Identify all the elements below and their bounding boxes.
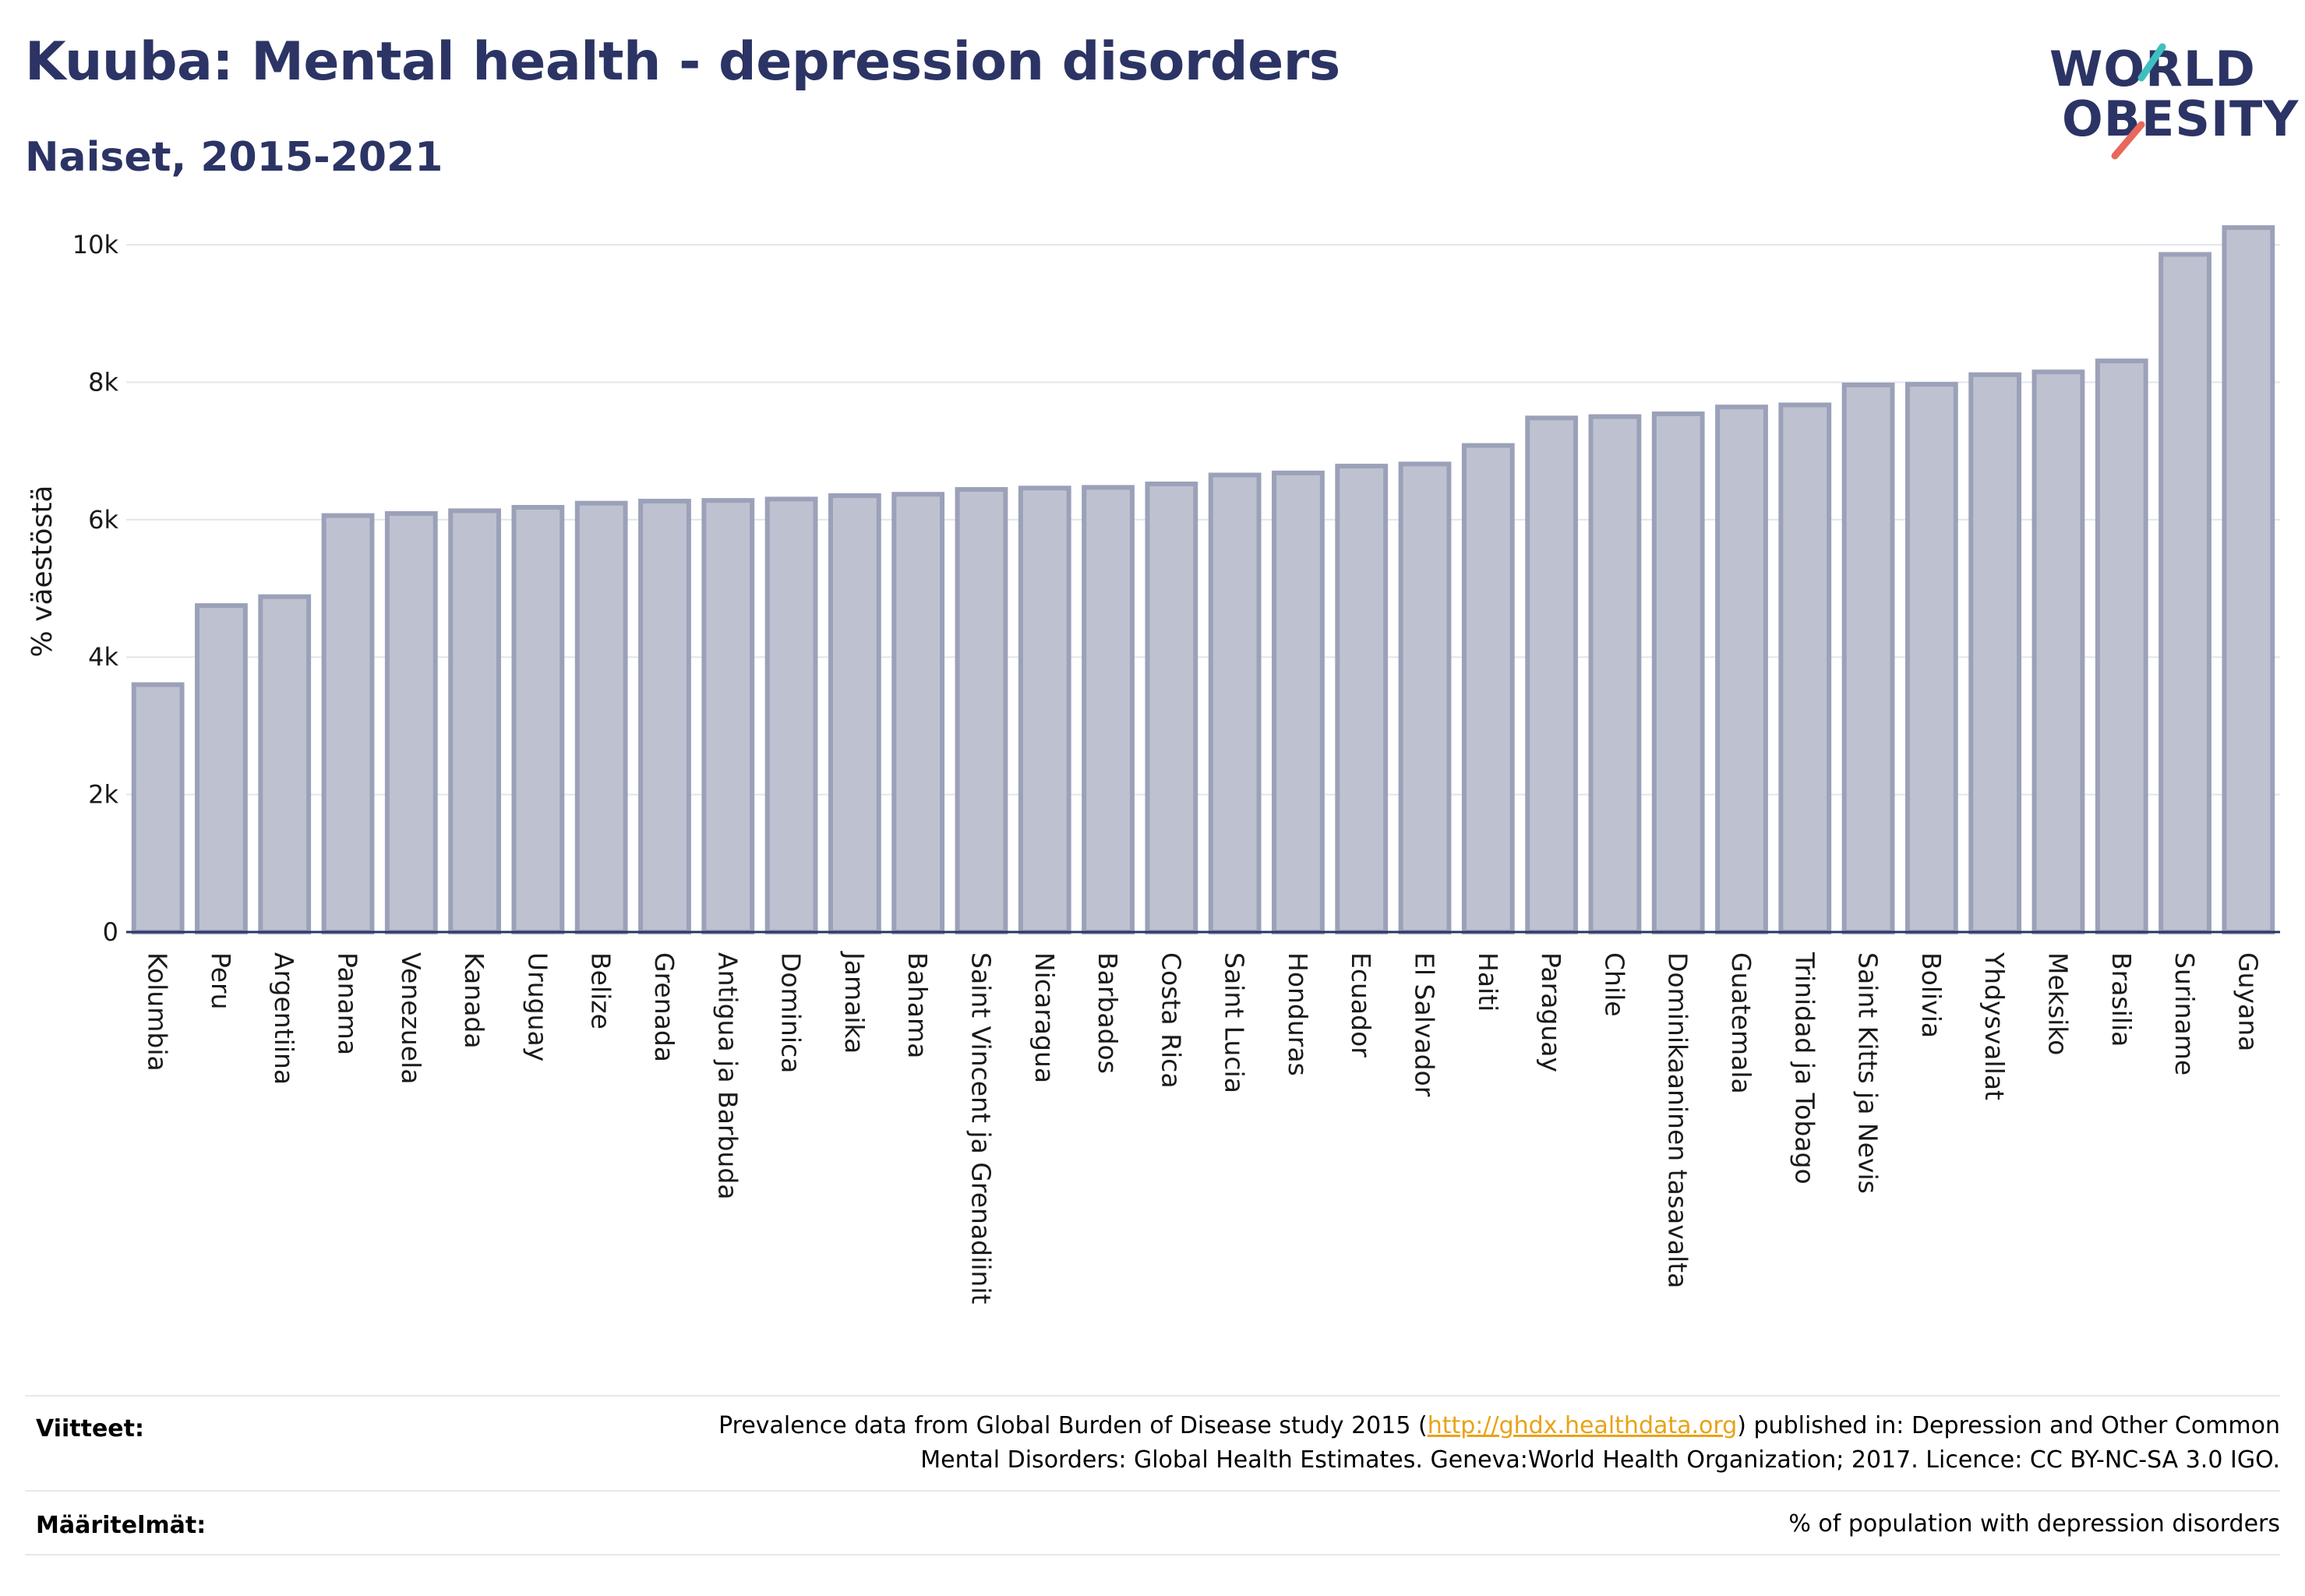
x-tick-label: Argentiina (269, 952, 299, 1085)
world-obesity-logo: WORLD OBESITY (2034, 31, 2298, 164)
x-tick-label: El Salvador (1410, 952, 1440, 1097)
bar (1272, 470, 1325, 934)
bar (1651, 411, 1705, 934)
y-tick-label: 0 (103, 917, 118, 947)
x-tick-label: Saint Vincent ja Grenadiinit (965, 952, 996, 1305)
definitions-label: Määritelmät: (36, 1512, 206, 1539)
bar (321, 513, 375, 934)
y-tick-label: 4k (88, 642, 118, 672)
references-text-part-1: Prevalence data from Global Burden of Di… (718, 1412, 1428, 1439)
x-tick-label: Dominikaaninen tasavalta (1663, 952, 1693, 1288)
bar (2159, 252, 2211, 935)
bar (1588, 414, 1642, 935)
bar (258, 594, 312, 935)
x-tick-label: Guatemala (1726, 952, 1756, 1094)
bar (195, 603, 248, 934)
references-text: Prevalence data from Global Burden of Di… (718, 1409, 2280, 1478)
bar (2095, 358, 2148, 934)
x-tick-label: Grenada (649, 952, 679, 1062)
x-tick-label: Ecuador (1346, 952, 1376, 1058)
bar-chart: 0 2k 4k 6k 8k 10k % väestöstä Kolumbia Peru Argen… (26, 225, 2280, 1305)
logo-slash-icon (2111, 43, 2166, 160)
footer-divider-3 (25, 1554, 2280, 1555)
x-tick-label: Barbados (1092, 952, 1123, 1074)
x-tick-label: Saint Kitts ja Nevis (1853, 952, 1883, 1194)
x-tick-label: Paraguay (1536, 952, 1566, 1072)
definitions-row: Määritelmät: % of population with depres… (25, 1490, 2280, 1552)
references-link[interactable]: http://ghdx.healthdata.org (1427, 1412, 1738, 1439)
bar (1904, 382, 1958, 935)
footer-divider-2 (25, 1490, 2280, 1492)
bar (955, 487, 1008, 934)
x-tick-label: Honduras (1283, 952, 1313, 1076)
y-axis-label: % väestöstä (26, 486, 58, 658)
x-tick-label: Panama (333, 952, 363, 1055)
y-tick-label: 6k (88, 505, 118, 535)
bar (131, 682, 185, 934)
bar (1018, 486, 1071, 934)
x-tick-label: Suriname (2169, 952, 2200, 1075)
x-tick-label: Saint Lucia (1220, 952, 1250, 1093)
bar (1968, 372, 2022, 934)
logo-word-2: OBESITY (2062, 90, 2300, 147)
x-tick-label: Costa Rica (1156, 952, 1186, 1089)
x-tick-label: Haiti (1473, 952, 1503, 1012)
x-tick-label: Trinidad ja Tobago (1789, 952, 1820, 1185)
x-tick-label: Uruguay (522, 952, 552, 1061)
references-row: Viitteet: Prevalence data from Global Bu… (25, 1395, 2280, 1488)
x-tick-label: Antigua ja Barbuda (712, 952, 743, 1200)
y-tick-label: 8k (88, 367, 118, 397)
x-tick-label: Kolumbia (143, 952, 173, 1072)
x-tick-label: Bolivia (1916, 952, 1947, 1038)
references-text-line-2: Mental Disorders: Global Health Estimate… (920, 1446, 2280, 1474)
bar (701, 498, 755, 934)
x-tick-label: Dominica (776, 952, 807, 1073)
bar (1461, 443, 1515, 934)
bar (764, 496, 818, 934)
x-tick-label: Yhdysvallat (1979, 952, 2010, 1100)
bar (1715, 404, 1768, 934)
x-tick-label: Brasilia (2106, 952, 2137, 1047)
bar (384, 510, 438, 935)
bar (1335, 464, 1389, 935)
x-tick-label: Peru (206, 952, 236, 1010)
footer-divider (25, 1395, 2280, 1396)
bar (828, 493, 881, 934)
bar (1398, 461, 1452, 934)
chart-title: Kuuba: Mental health - depression disord… (25, 31, 1340, 93)
definitions-text: % of population with depression disorder… (1788, 1510, 2280, 1538)
bar (511, 504, 565, 934)
bar (2031, 369, 2085, 934)
logo-word-1: WORLD (2049, 41, 2256, 97)
x-tick-label: Chile (1599, 952, 1629, 1017)
bar (448, 508, 502, 934)
x-tick-label: Venezuela (396, 952, 426, 1084)
bar (574, 500, 628, 935)
x-tick-label: Jamaika (839, 951, 870, 1054)
bar (1778, 402, 1832, 934)
bar (1841, 383, 1895, 935)
references-text-part-2: ) published in: Depression and Other Com… (1737, 1412, 2280, 1439)
x-tick-label: Kanada (459, 952, 489, 1049)
bar (1145, 481, 1198, 934)
bar (1208, 472, 1262, 934)
x-tick-label: Nicaragua (1029, 952, 1060, 1083)
x-tick-label: Bahama (902, 952, 933, 1058)
references-label: Viitteet: (36, 1415, 144, 1442)
chart-subtitle: Naiset, 2015-2021 (25, 134, 443, 181)
bar (2222, 225, 2275, 935)
bar (638, 499, 691, 934)
x-tick-label: Guyana (2233, 952, 2263, 1051)
x-tick-label: Belize (586, 952, 616, 1029)
x-tick-label: Meksiko (2042, 952, 2073, 1055)
bar (891, 492, 945, 934)
y-tick-label: 2k (88, 780, 118, 810)
bar (1082, 485, 1135, 935)
bar (1525, 415, 1579, 934)
y-tick-label: 10k (72, 230, 119, 260)
